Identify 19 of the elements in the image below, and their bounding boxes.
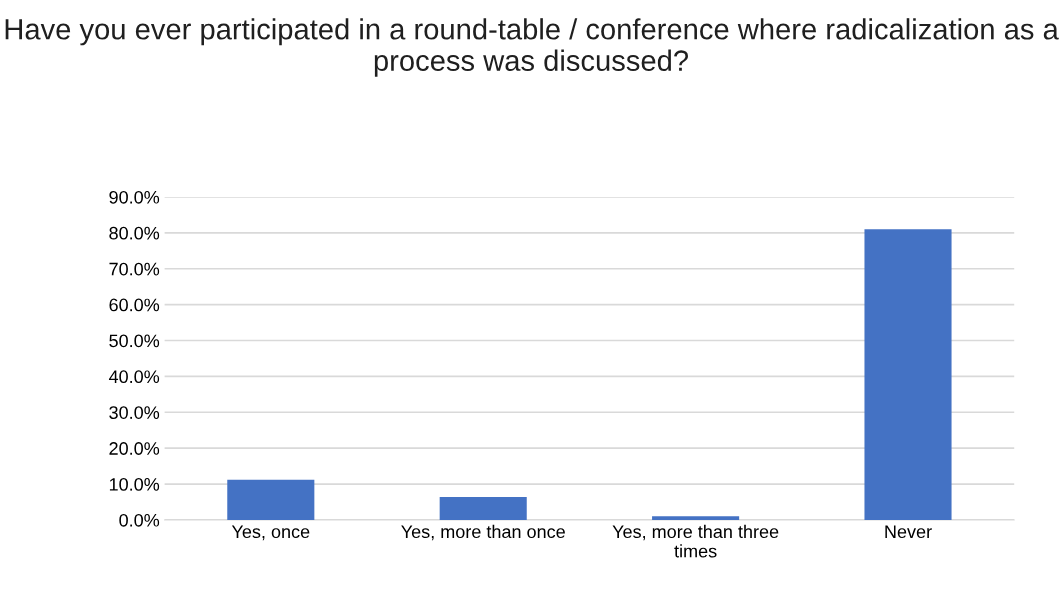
y-tick-label: 50.0%	[109, 334, 160, 348]
y-tick-label: 80.0%	[109, 226, 160, 240]
y-tick-label: 20.0%	[109, 442, 160, 455]
y-tick-label: 10.0%	[109, 477, 160, 491]
y-tick-label: 90.0%	[109, 190, 160, 204]
x-tick-label: Never	[885, 525, 932, 539]
y-tick-label: 0.0%	[119, 513, 160, 527]
y-tick-label: 70.0%	[109, 262, 160, 276]
y-tick-label: 40.0%	[108, 370, 160, 384]
x-tick-label: Yes, more than once	[401, 524, 565, 541]
bar	[439, 496, 527, 520]
bar	[652, 516, 740, 520]
x-tick-label: Yes, once	[231, 525, 310, 541]
x-tick-label: Yes, more than three times	[612, 524, 779, 558]
y-tick-label: 60.0%	[109, 298, 160, 312]
chart-title: Have you ever participated in a round-table / conference where radicalization as a process was discussed?	[5, 18, 1059, 77]
bar	[227, 479, 315, 520]
bar	[864, 229, 952, 520]
y-tick-label: 30.0%	[109, 406, 160, 419]
